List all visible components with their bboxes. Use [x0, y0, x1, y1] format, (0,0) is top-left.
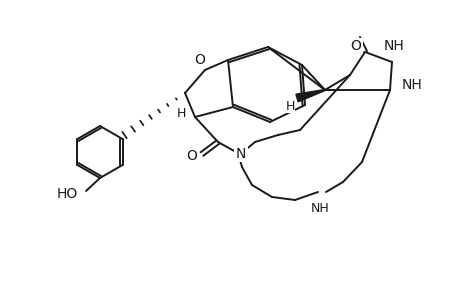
Text: O: O — [194, 53, 205, 67]
Text: N: N — [235, 147, 246, 161]
Text: NH: NH — [401, 78, 422, 92]
Text: NH: NH — [383, 39, 403, 53]
Text: H: H — [176, 106, 185, 119]
Text: NH: NH — [310, 202, 329, 215]
Text: O: O — [186, 149, 197, 163]
Polygon shape — [295, 89, 325, 102]
Text: H: H — [285, 100, 294, 112]
Text: O: O — [350, 39, 361, 53]
Text: HO: HO — [56, 187, 78, 201]
